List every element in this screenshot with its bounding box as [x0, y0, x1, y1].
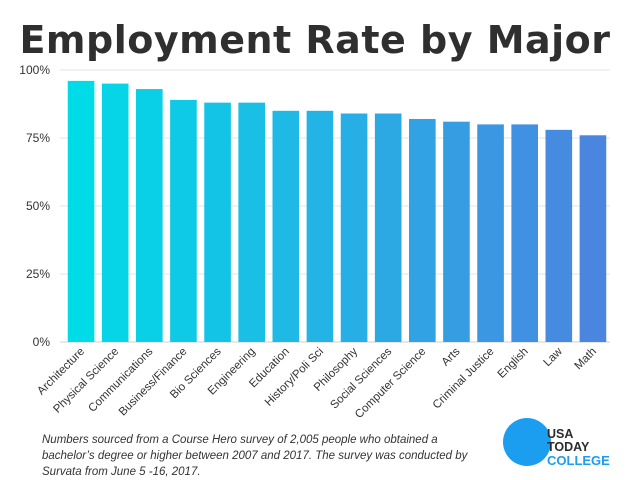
logo-line-usa: USA [547, 427, 574, 441]
bar-philosophy [340, 113, 368, 343]
y-tick-label: 0% [33, 335, 51, 349]
bar-english [511, 124, 538, 343]
x-tick-label: Criminal Justice [431, 346, 497, 412]
x-tick-label: Communications [86, 345, 155, 414]
y-tick-label: 75% [26, 131, 50, 145]
bar-education [272, 110, 300, 342]
bar-computer-science [409, 118, 436, 343]
y-axis-ticks: 0% 25% 50% 75% 100% [19, 63, 50, 349]
bar-engineering [238, 102, 265, 342]
y-tick-label: 25% [26, 267, 50, 281]
x-tick-label: Arts [440, 345, 463, 368]
x-tick-label: Social Sciences [328, 345, 394, 411]
bar-physical-science [101, 83, 129, 342]
bar-criminal-justice [477, 124, 504, 343]
bar-architecture [67, 80, 95, 342]
x-tick-label: Math [572, 346, 599, 373]
y-tick-label: 100% [19, 63, 50, 77]
chart-title: Employment Rate by Major [19, 18, 611, 62]
x-tick-label: Law [542, 345, 566, 369]
bar-law [545, 129, 573, 342]
y-tick-label: 50% [26, 199, 50, 213]
bar-history-poli-sci [306, 110, 334, 342]
usa-today-college-logo-text: USA TODAY COLLEGE [547, 427, 610, 468]
bars [67, 80, 607, 343]
x-tick-label: History/Poli Sci [263, 346, 326, 409]
bar-arts [443, 121, 470, 343]
bar-social-sciences [374, 113, 402, 343]
bar-business-finance [170, 99, 197, 342]
bar-bio-sciences [204, 102, 231, 342]
logo-line-today: TODAY [547, 440, 590, 454]
bar-math [579, 135, 607, 342]
bar-communications [136, 89, 163, 342]
x-tick-label: English [496, 346, 531, 381]
usa-today-college-logo-circle [503, 418, 551, 466]
logo-line-college: COLLEGE [547, 453, 610, 468]
